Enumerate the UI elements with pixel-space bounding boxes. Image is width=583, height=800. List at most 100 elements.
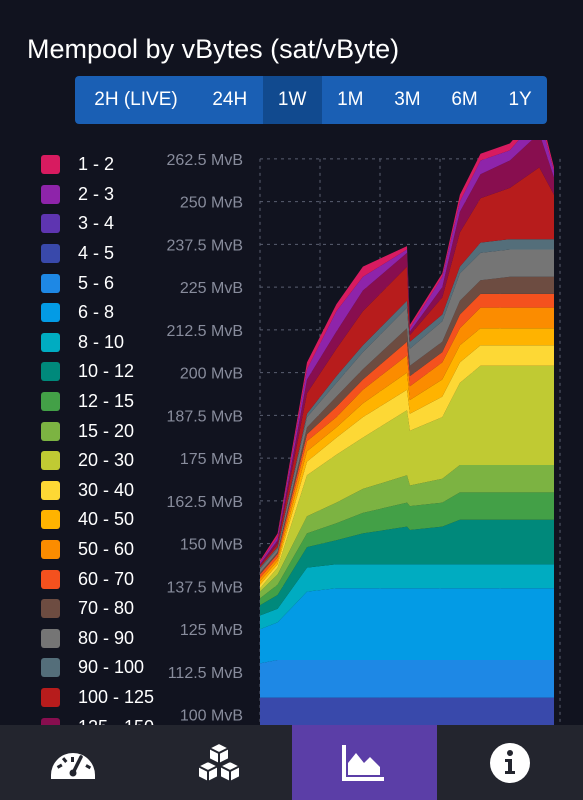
legend-item[interactable]: 15 - 20 [41,416,181,446]
legend-label: 100 - 125 [78,686,155,707]
fee-rate-legend: 1 - 2 2 - 3 3 - 4 4 - 5 5 - 6 6 - 8 8 - 10 10 -… [41,150,181,725]
page-title: Mempool by vBytes (sat/vByte) [27,34,400,64]
legend-swatch [41,628,60,648]
mempool-stacked-area-chart: 100 MvB 112.5 MvB 125 MvB 137.5 MvB 150 MvB 1… [167,140,561,725]
legend-item[interactable]: 100 - 125 [41,683,181,713]
legend-label: 6 - 8 [78,302,115,323]
legend-swatch [41,480,60,500]
legend-swatch [41,510,60,530]
legend-swatch [41,303,60,323]
legend-swatch [41,687,60,707]
y-tick-label: 100 MvB [180,708,243,725]
range-button[interactable]: 1M [337,89,364,110]
nav-dashboard[interactable] [0,725,146,800]
nav-blocks[interactable] [146,725,292,800]
range-button[interactable]: 3M [394,89,421,110]
y-tick-label: 187.5 MvB [167,408,243,425]
y-tick-label: 200 MvB [180,366,243,383]
legend-swatch [41,717,60,725]
y-tick-label: 212.5 MvB [167,323,243,340]
area-series-80-90[interactable] [260,249,554,573]
legend-label: 5 - 6 [78,272,115,293]
legend-swatch [41,392,60,412]
range-button[interactable]: 24H [212,89,248,110]
y-tick-label: 262.5 MvB [167,152,243,169]
legend-label: 20 - 30 [78,450,135,471]
legend-swatch [41,332,60,352]
legend-item[interactable]: 125 - 150 [41,712,181,725]
area-series-30-40[interactable] [260,345,554,589]
legend-item[interactable]: 20 - 30 [41,446,181,476]
area-series-12-15[interactable] [260,492,554,606]
legend-item[interactable]: 12 - 15 [41,387,181,417]
legend-item[interactable]: 70 - 80 [41,594,181,624]
area-series-2-3[interactable] [260,140,554,565]
area-series-8-10[interactable] [260,564,554,630]
legend-swatch [41,451,60,471]
legend-label: 1 - 2 [78,154,115,175]
legend-swatch [41,155,60,175]
legend-item[interactable]: 1 - 2 [41,150,181,180]
legend-label: 10 - 12 [78,361,135,382]
area-series-60-70[interactable] [260,293,554,578]
legend-label: 50 - 60 [78,539,135,560]
info-icon [490,742,531,783]
legend-swatch [41,599,60,619]
area-series-50-60[interactable] [260,307,554,582]
legend-item[interactable]: 90 - 100 [41,653,181,683]
area-series-90-100[interactable] [260,239,554,570]
area-series-4-5[interactable] [260,697,554,725]
legend-label: 70 - 80 [78,598,135,619]
legend-item[interactable]: 3 - 4 [41,209,181,239]
area-series-40-50[interactable] [260,328,554,585]
legend-label: 15 - 20 [78,420,135,441]
legend-item[interactable]: 80 - 90 [41,624,181,654]
legend-swatch [41,214,60,234]
range-button[interactable]: 6M [451,89,478,110]
area-series-100-125[interactable] [260,167,554,568]
legend-label: 90 - 100 [78,657,145,678]
legend-label: 2 - 3 [78,183,115,204]
legend-swatch [41,362,60,382]
legend-item[interactable]: 8 - 10 [41,328,181,358]
legend-item[interactable]: 6 - 8 [41,298,181,328]
y-tick-label: 150 MvB [180,537,243,554]
range-button[interactable]: 1W [262,76,322,124]
legend-item[interactable]: 5 - 6 [41,268,181,298]
y-tick-label: 225 MvB [180,280,243,297]
legend-item[interactable]: 2 - 3 [41,180,181,210]
y-tick-label: 250 MvB [180,195,243,212]
legend-item[interactable]: 60 - 70 [41,564,181,594]
legend-label: 60 - 70 [78,568,135,589]
nav-graphs[interactable] [291,725,438,800]
legend-label: 8 - 10 [78,331,125,352]
y-tick-label: 175 MvB [180,451,243,468]
legend-item[interactable]: 40 - 50 [41,505,181,535]
legend-swatch [41,273,60,293]
legend-item[interactable]: 50 - 60 [41,535,181,565]
range-button[interactable]: 1Y [508,89,532,110]
area-series-10-12[interactable] [260,519,554,616]
blocks-icon [196,741,241,783]
area-series-6-8[interactable] [260,588,554,664]
legend-item[interactable]: 10 - 12 [41,357,181,387]
bottom-navigation [0,725,583,800]
legend-label: 12 - 15 [78,391,135,412]
area-series-15-20[interactable] [260,465,554,599]
legend-label: 80 - 90 [78,627,135,648]
y-tick-label: 125 MvB [180,622,243,639]
y-tick-label: 137.5 MvB [167,579,243,596]
nav-about[interactable] [437,725,583,800]
legend-swatch [41,569,60,589]
legend-swatch [41,421,60,441]
area-series-70-80[interactable] [260,276,554,575]
legend-item[interactable]: 30 - 40 [41,476,181,506]
area-series-20-30[interactable] [260,365,554,592]
range-button[interactable]: 2H (LIVE) [94,89,178,110]
area-series-5-6[interactable] [260,660,554,698]
legend-label: 4 - 5 [78,243,115,264]
legend-label: 30 - 40 [78,479,135,500]
y-tick-label: 237.5 MvB [167,237,243,254]
legend-item[interactable]: 4 - 5 [41,239,181,269]
legend-label: 3 - 4 [78,213,115,234]
